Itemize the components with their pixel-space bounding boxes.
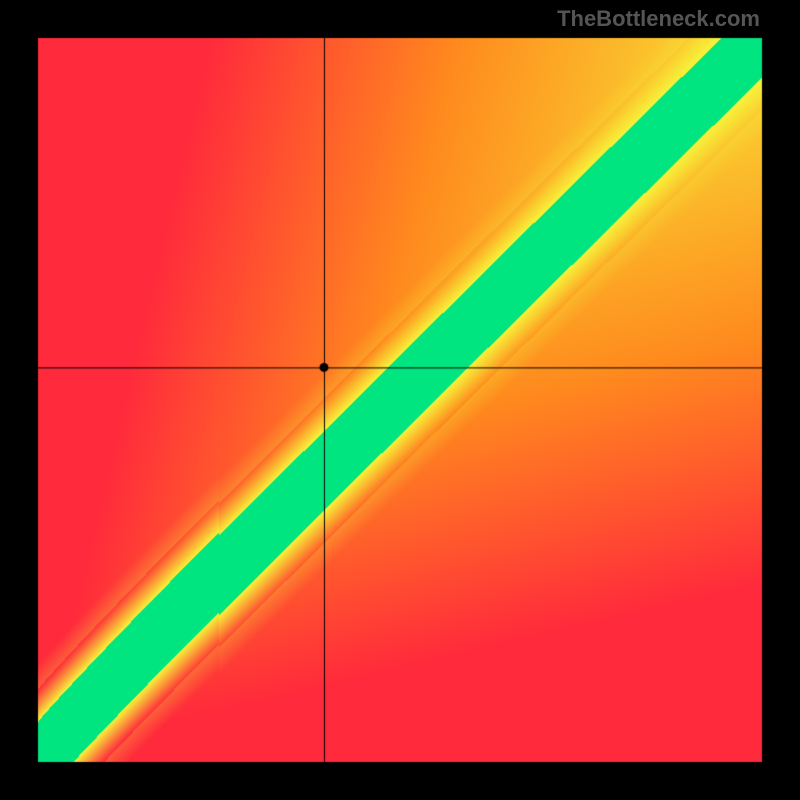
watermark-text: TheBottleneck.com (557, 6, 760, 32)
bottleneck-heatmap (0, 0, 800, 800)
